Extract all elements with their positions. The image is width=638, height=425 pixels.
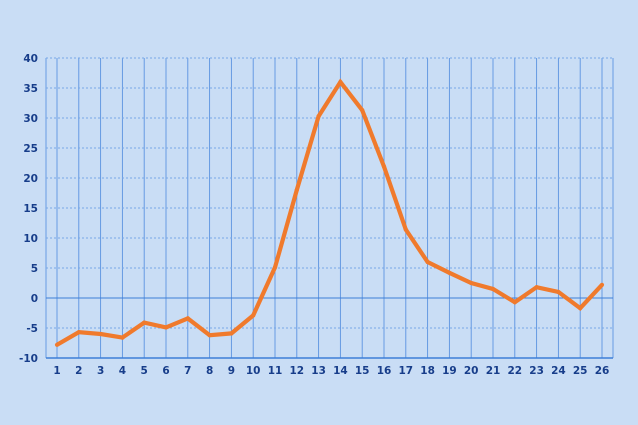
data-point-25 [578,306,583,311]
x-tick-label-16: 16 [377,365,392,377]
data-point-2 [76,330,81,335]
x-tick-label-11: 11 [268,365,283,377]
y-tick-label-20: 20 [23,173,38,185]
x-tick-label-4: 4 [119,365,126,377]
data-point-10 [251,313,256,318]
data-point-18 [425,259,430,265]
x-tick-label-15: 15 [355,365,370,377]
series-line-0 [55,78,604,347]
data-point-6 [163,325,169,330]
data-point-22 [512,300,517,305]
data-point-1 [54,342,60,347]
y-tick-label-5: 5 [31,263,38,275]
data-point-11 [272,265,278,270]
y-tick-label-0: 0 [31,293,38,305]
x-tick-label-13: 13 [311,365,326,377]
data-point-4 [120,335,125,340]
data-point-17 [403,227,408,232]
data-point-12 [294,187,299,193]
data-point-21 [490,286,496,292]
x-tick-label-3: 3 [97,365,104,377]
x-tick-label-7: 7 [184,365,191,377]
x-tick-label-2: 2 [75,365,82,377]
y-tick-label-15: 15 [23,203,38,215]
x-tick-label-21: 21 [486,365,501,377]
x-tick-label-20: 20 [464,365,479,377]
y-tick-label--10: -10 [19,353,38,365]
data-point-3 [98,331,103,337]
data-point-16 [381,164,387,169]
y-tick-label-25: 25 [23,143,38,155]
data-point-19 [447,270,452,275]
x-tick-label-1: 1 [53,365,60,377]
data-point-23 [534,285,539,290]
x-tick-label-17: 17 [398,365,413,377]
x-tick-label-14: 14 [333,365,348,377]
data-point-8 [207,333,212,338]
y-tick-label-35: 35 [23,83,38,95]
x-tick-label-6: 6 [162,365,169,377]
x-tick-label-10: 10 [246,365,261,377]
x-tick-label-18: 18 [420,365,435,377]
data-point-15 [360,108,365,113]
data-point-9 [229,331,234,336]
data-point-5 [142,320,147,325]
y-tick-label--5: -5 [26,323,38,335]
x-tick-label-23: 23 [529,365,544,377]
y-tick-label-30: 30 [23,113,38,125]
x-tick-label-19: 19 [442,365,457,377]
grid-lines [45,57,614,359]
data-point-26 [599,282,605,287]
data-point-7 [185,316,190,321]
x-tick-label-24: 24 [551,365,566,377]
x-tick-label-26: 26 [595,365,610,377]
x-tick-label-9: 9 [228,365,235,377]
x-tick-label-8: 8 [206,365,213,377]
x-tick-label-25: 25 [573,365,588,377]
series-layer [54,78,605,347]
data-point-24 [556,289,561,295]
x-tick-label-5: 5 [141,365,148,377]
x-tick-label-12: 12 [289,365,304,377]
x-tick-label-22: 22 [507,365,522,377]
y-tick-label-40: 40 [23,53,38,65]
data-point-14 [338,79,343,85]
data-point-20 [469,280,474,286]
y-tick-label-10: 10 [23,233,38,245]
data-point-13 [316,114,321,119]
